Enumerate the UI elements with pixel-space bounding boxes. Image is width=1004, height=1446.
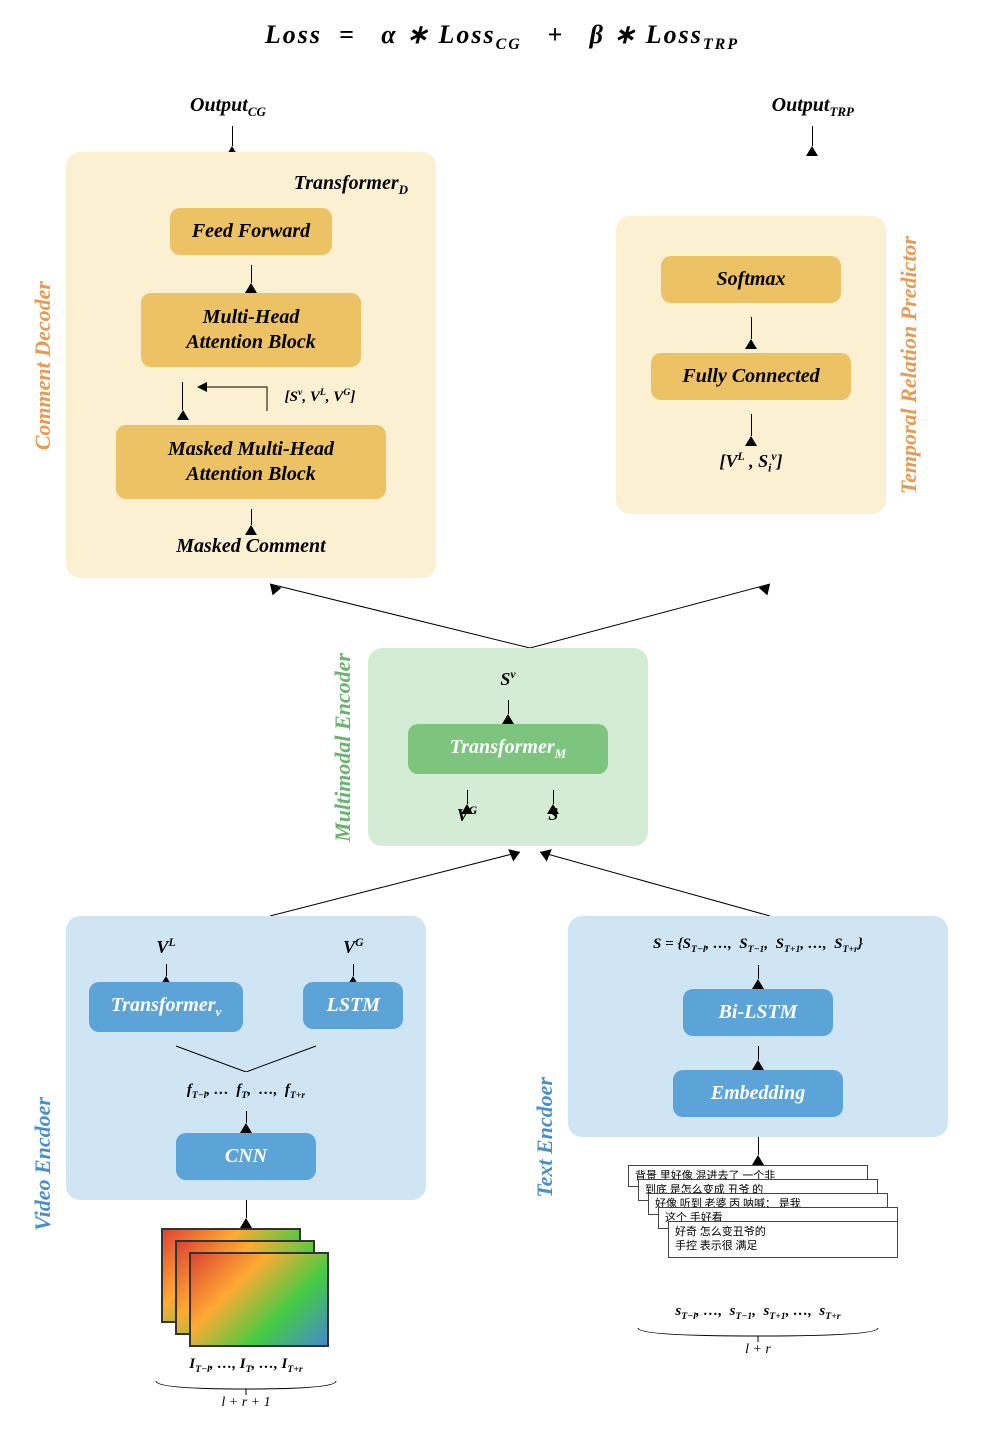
arrow-icon <box>347 964 359 976</box>
arrow-icon <box>752 965 764 979</box>
text-seq-label: sT−l, …, sT−1, sT+1, …, sT+r <box>675 1303 840 1322</box>
transformer-m-block: TransformerM <box>408 724 608 774</box>
masked-comment-label: Masked Comment <box>176 535 325 558</box>
transformer-v-block: Transformerv <box>89 982 244 1032</box>
multimodal-encoder-label: Multimodal Encoder <box>330 653 356 842</box>
bilstm-block: Bi-LSTM <box>683 989 833 1036</box>
transformer-d-label: TransformerD <box>294 172 408 198</box>
arrow-icon <box>806 126 818 146</box>
arrow-icon <box>226 126 238 146</box>
connector-lines <box>30 846 1004 916</box>
brace-icon: l + r <box>628 1326 888 1358</box>
softmax-block: Softmax <box>661 256 841 303</box>
video-encoder-module: VL Transformerv VG LSTM fT−l, … fT, …, f… <box>66 916 426 1200</box>
arrow-icon <box>752 1046 764 1060</box>
arrow-icon <box>245 509 257 525</box>
vg-input: VG <box>457 804 477 826</box>
comment-decoder-module: TransformerD Feed Forward Multi-HeadAtte… <box>66 152 436 578</box>
arrow-icon <box>745 414 757 436</box>
text-encoder-label: Text Encdoer <box>532 1077 558 1198</box>
output-cg: OutputCG <box>190 94 266 120</box>
multihead-attention-block: Multi-HeadAttention Block <box>141 293 361 367</box>
trp-label: Temporal Relation Predictor <box>896 236 922 494</box>
feed-forward-block: Feed Forward <box>170 208 332 255</box>
text-samples: 背景 里好像 混进去了 一个非 到底 是怎么变成 丑爷 的 好像 听到 老婆 丙… <box>628 1165 888 1295</box>
arrow-icon <box>240 1111 252 1123</box>
arrow-icon <box>461 790 473 804</box>
text-card: 好奇 怎么变丑爷的 手控 表示很 满足 <box>668 1221 898 1258</box>
comment-decoder-label: Comment Decoder <box>30 281 56 450</box>
s-set-output: S = {ST−l, …, ST−1, ST+1, …, ST+r} <box>653 936 863 955</box>
vg-output: VG <box>343 936 363 958</box>
fully-connected-block: Fully Connected <box>651 353 851 400</box>
masked-multihead-attention-block: Masked Multi-HeadAttention Block <box>116 425 386 499</box>
brace-icon: l + r + 1 <box>146 1379 346 1411</box>
loss-equation: Loss = α ∗ LossCG + β ∗ LossTRP <box>30 20 974 54</box>
multimodal-encoder-module: Sv TransformerM VG S <box>368 648 648 846</box>
features-label: fT−l, … fT, …, fT+r <box>187 1082 305 1101</box>
arrow-icon <box>197 377 277 415</box>
brace-count: l + r <box>745 1342 771 1357</box>
video-encoder-label: Video Encdoer <box>30 1097 56 1231</box>
connector-lines <box>30 578 1004 648</box>
brace-count: l + r + 1 <box>221 1395 270 1410</box>
arrow-icon <box>502 700 514 714</box>
s-input: S <box>548 804 558 825</box>
frames-seq-label: IT−l, …, IT, …, IT+r <box>189 1356 302 1375</box>
arrow-icon <box>245 265 257 283</box>
text-encoder-module: S = {ST−l, …, ST−1, ST+1, …, ST+r} Bi-LS… <box>568 916 948 1137</box>
output-trp: OutputTRP <box>772 94 854 120</box>
trp-input-label: [VL , Siv] <box>719 450 782 475</box>
arrow-icon <box>745 317 757 339</box>
split-lines <box>146 1042 346 1072</box>
context-vector-label: [Sv, VL, VG] <box>285 387 356 406</box>
arrow-icon <box>160 964 172 976</box>
architecture-diagram: Loss = α ∗ LossCG + β ∗ LossTRP OutputCG… <box>30 20 974 1411</box>
cnn-block: CNN <box>176 1133 316 1180</box>
sv-output: Sv <box>500 668 515 690</box>
arrow-icon <box>177 382 189 410</box>
video-frames <box>161 1228 331 1348</box>
vl-output: VL <box>156 936 175 958</box>
embedding-block: Embedding <box>673 1070 843 1117</box>
arrow-icon <box>752 1137 764 1155</box>
arrow-icon <box>240 1200 252 1218</box>
trp-module: Softmax Fully Connected [VL , Siv] <box>616 216 886 515</box>
arrow-icon <box>547 790 559 804</box>
lstm-block: LSTM <box>303 982 403 1029</box>
